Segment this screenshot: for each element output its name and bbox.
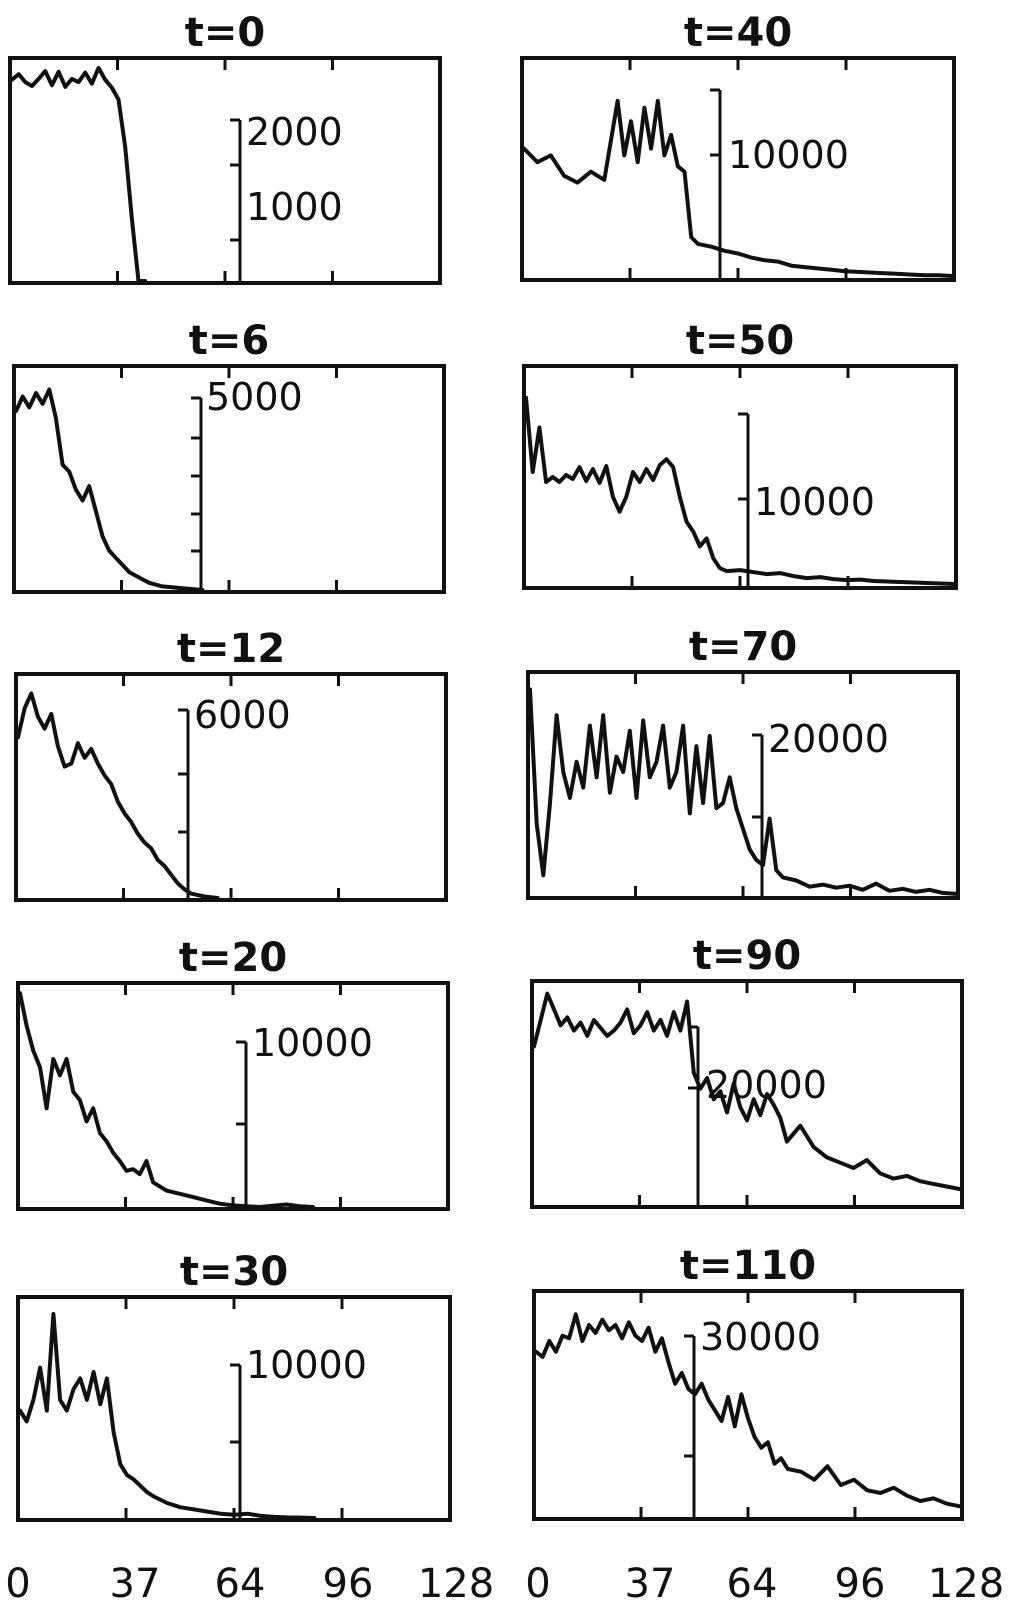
scale-label-secondary: 1000	[246, 185, 343, 229]
panel-title: t=0	[185, 10, 265, 56]
series-line	[14, 387, 205, 592]
series-line	[10, 65, 148, 283]
series-line	[534, 1312, 962, 1509]
scale-label: 10000	[252, 1021, 373, 1065]
series-line	[16, 691, 220, 900]
panel-t-50: t=50 10000	[522, 318, 958, 590]
panel-title: t=110	[680, 1243, 816, 1289]
panel-title: t=70	[689, 624, 797, 670]
panel-t-70: t=70 20000	[526, 624, 960, 900]
scale-label: 2000	[246, 110, 343, 154]
series-line	[524, 395, 956, 586]
panel-t-40: t=40 10000	[520, 10, 956, 282]
panel-frame	[526, 670, 960, 900]
x-tick-right-96: 96	[835, 1561, 886, 1603]
scale-label: 30000	[700, 1315, 821, 1359]
panel-t-110: t=110 30000	[532, 1243, 964, 1521]
panel-title: t=12	[177, 626, 285, 672]
panel-title: t=40	[684, 10, 792, 56]
series-line	[522, 98, 954, 278]
panel-t-30: t=30 10000	[16, 1249, 452, 1522]
panel-t-0: t=0 2000 1000	[8, 10, 442, 285]
panel-t-6: t=6 5000	[12, 318, 446, 594]
panel-t-20: t=20 10000	[16, 935, 450, 1211]
series-line	[18, 1312, 317, 1520]
scale-label: 5000	[206, 375, 303, 419]
series-line	[18, 991, 315, 1209]
x-tick-left-64: 64	[215, 1561, 266, 1603]
x-tick-left-37: 37	[110, 1561, 161, 1603]
series-line	[532, 991, 962, 1192]
panel-frame	[16, 981, 450, 1211]
x-tick-left-0: 0	[5, 1561, 30, 1603]
panel-t-12: t=12 6000	[14, 626, 448, 902]
scale-label: 6000	[194, 693, 291, 737]
panel-frame	[8, 56, 442, 285]
scale-label: 20000	[706, 1063, 827, 1107]
panel-frame	[16, 1295, 452, 1522]
scale-label: 10000	[728, 133, 849, 177]
series-line	[528, 687, 958, 896]
panel-title: t=50	[686, 318, 794, 364]
panel-title: t=20	[179, 935, 287, 981]
scale-label: 20000	[768, 717, 889, 761]
panel-t-90: t=90 20000	[530, 933, 964, 1209]
panel-title: t=90	[693, 933, 801, 979]
x-tick-right-128: 128	[928, 1561, 1004, 1603]
panel-title: t=30	[180, 1249, 288, 1295]
panel-title: t=6	[189, 318, 269, 364]
x-tick-left-96: 96	[323, 1561, 374, 1603]
scale-label: 10000	[246, 1343, 367, 1387]
scale-label: 10000	[754, 480, 875, 524]
x-axis-labels: 0 37 64 96 128 0 37 64 96 128	[5, 1561, 1004, 1603]
x-tick-right-37: 37	[625, 1561, 676, 1603]
x-tick-left-128: 128	[418, 1561, 494, 1603]
x-tick-right-0: 0	[525, 1561, 550, 1603]
x-tick-right-64: 64	[727, 1561, 778, 1603]
